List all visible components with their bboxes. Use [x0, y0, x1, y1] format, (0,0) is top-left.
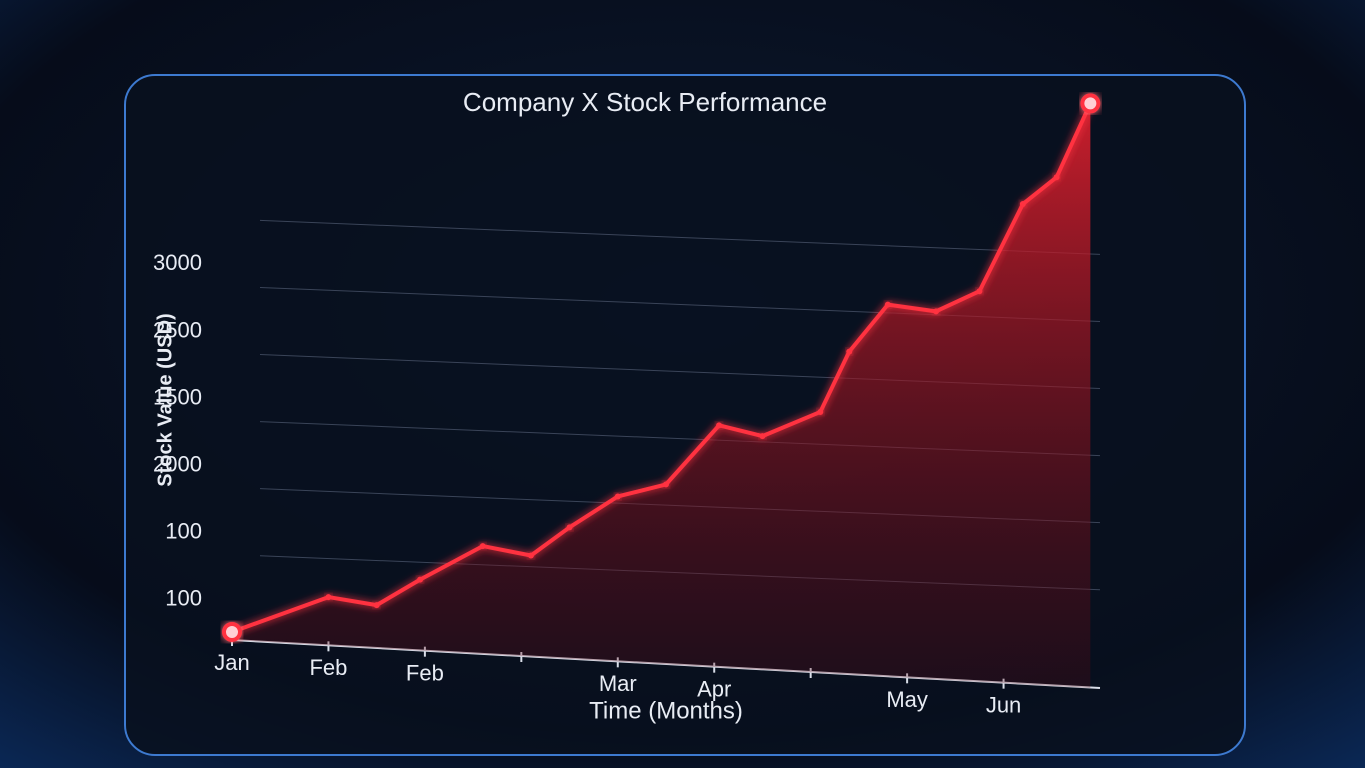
x-tick-label: Feb — [406, 660, 444, 685]
point — [566, 524, 573, 531]
point — [759, 433, 766, 440]
point — [846, 348, 853, 355]
y-tick-label: 3000 — [153, 250, 202, 275]
x-tick-label: Feb — [309, 655, 347, 680]
y-tick-label: 2500 — [153, 317, 202, 342]
grid-line — [259, 219, 1101, 255]
x-tick-label: Jun — [986, 692, 1021, 717]
y-tick-label: 100 — [165, 518, 202, 543]
x-tick-label: Jan — [214, 650, 249, 675]
x-tick-label: Apr — [697, 676, 731, 701]
area-fill — [232, 103, 1091, 689]
chart-title: Company X Stock Performance — [463, 87, 827, 117]
point — [1053, 174, 1060, 181]
point — [663, 481, 669, 488]
point — [417, 576, 424, 583]
point — [716, 422, 723, 429]
point — [1019, 201, 1026, 208]
point — [976, 288, 983, 295]
y-tick-label: 1500 — [153, 384, 202, 409]
point — [479, 543, 486, 550]
point — [933, 308, 940, 315]
x-tick-label: May — [886, 687, 928, 712]
y-axis-label: Stock Value (USD) — [154, 313, 176, 486]
point — [1080, 93, 1101, 114]
point — [527, 552, 534, 559]
y-tick-label: 100 — [165, 586, 202, 611]
point — [884, 301, 891, 308]
point — [222, 621, 242, 642]
x-axis-label: Time (Months) — [589, 697, 743, 724]
point — [325, 594, 332, 601]
point — [373, 602, 380, 609]
x-tick-label: Mar — [599, 671, 637, 696]
point — [817, 408, 824, 415]
point — [614, 493, 621, 500]
y-tick-label: 2000 — [153, 451, 202, 476]
